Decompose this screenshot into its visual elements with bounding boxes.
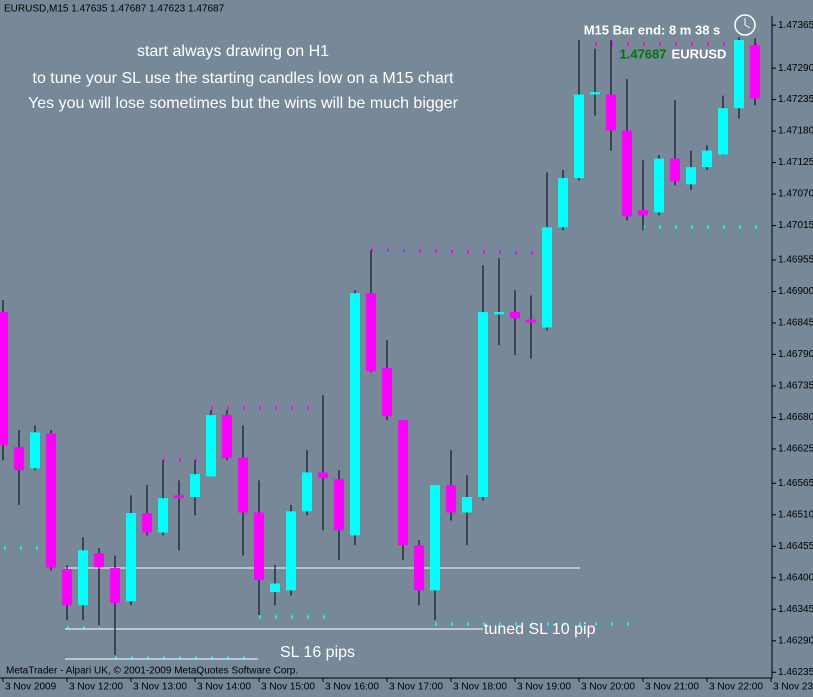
y-tick-label: 1.46735 xyxy=(778,381,813,392)
x-tick-label: 3 Nov 23:00 xyxy=(773,682,813,693)
candle-body xyxy=(206,415,216,477)
last-price: 1.47687 xyxy=(620,46,667,61)
label: SL 16 pips xyxy=(280,644,355,661)
candle-body xyxy=(62,569,72,606)
candle-body xyxy=(382,368,392,417)
candle-body xyxy=(734,40,744,109)
annotation: to tune your SL use the starting candles… xyxy=(33,70,455,87)
candle-body xyxy=(638,210,648,216)
x-tick-label: 3 Nov 15:00 xyxy=(261,682,315,693)
candle-body xyxy=(46,433,56,568)
x-tick-label: 3 Nov 19:00 xyxy=(517,682,571,693)
y-tick-label: 1.46565 xyxy=(778,478,813,489)
candle-body xyxy=(430,485,440,591)
y-tick-label: 1.47365 xyxy=(778,20,813,31)
candle-body xyxy=(478,312,488,498)
y-tick-label: 1.46900 xyxy=(778,286,813,297)
x-tick-label: 3 Nov 16:00 xyxy=(325,682,379,693)
candle-body xyxy=(110,568,120,603)
y-tick-label: 1.47180 xyxy=(778,126,813,137)
y-tick-label: 1.46510 xyxy=(778,509,813,520)
candle-body xyxy=(462,497,472,513)
x-tick-label: 3 Nov 12:00 xyxy=(69,682,123,693)
y-tick-label: 1.46955 xyxy=(778,255,813,266)
annotation: Yes you will lose sometimes but the wins… xyxy=(28,95,459,112)
y-tick-label: 1.46345 xyxy=(778,604,813,615)
candle-body xyxy=(686,167,696,185)
y-tick-label: 1.47290 xyxy=(778,63,813,74)
candle-body xyxy=(670,158,680,182)
label: tuned SL 10 pip xyxy=(484,621,596,638)
candle-body xyxy=(606,94,616,131)
candle-body xyxy=(446,485,456,513)
y-tick-label: 1.46845 xyxy=(778,318,813,329)
clock-icon xyxy=(734,14,756,36)
y-tick-label: 1.47235 xyxy=(778,94,813,105)
x-tick-label: 3 Nov 22:00 xyxy=(709,682,763,693)
level-dots xyxy=(4,42,760,660)
x-tick-label: 3 Nov 18:00 xyxy=(453,682,507,693)
y-tick-label: 1.46400 xyxy=(778,572,813,583)
candle-body xyxy=(222,415,232,459)
candle-body xyxy=(270,583,280,593)
candle-body xyxy=(398,420,408,546)
candle-body xyxy=(510,312,520,319)
candle-body xyxy=(174,495,184,499)
candle-body xyxy=(142,513,152,533)
candle-body xyxy=(334,479,344,531)
candle-body xyxy=(254,512,264,581)
clock-hand xyxy=(744,24,751,29)
x-tick-label: 3 Nov 2009 xyxy=(5,682,57,693)
y-tick-label: 1.47070 xyxy=(778,189,813,200)
candle-body xyxy=(0,312,8,446)
y-tick-label: 1.47015 xyxy=(778,220,813,231)
x-tick-label: 3 Nov 13:00 xyxy=(133,682,187,693)
candle-body xyxy=(126,513,136,602)
candle-body xyxy=(558,178,568,228)
candle-body xyxy=(654,158,664,213)
y-tick-label: 1.46790 xyxy=(778,349,813,360)
candle-body xyxy=(574,94,584,179)
symbol: EURUSD xyxy=(672,46,727,61)
candle-body xyxy=(158,498,168,533)
candle-body xyxy=(78,550,88,606)
candle-body xyxy=(238,457,248,513)
y-tick-label: 1.46455 xyxy=(778,541,813,552)
y-tick-label: 1.46625 xyxy=(778,444,813,455)
candle-body xyxy=(190,474,200,498)
candle-body xyxy=(702,150,712,168)
candle-body xyxy=(318,472,328,479)
candle-body xyxy=(542,227,552,328)
annotation: start always drawing on H1 xyxy=(137,43,329,60)
plot xyxy=(0,37,760,656)
y-tick-label: 1.46290 xyxy=(778,635,813,646)
x-tick-label: 3 Nov 20:00 xyxy=(581,682,635,693)
footer: MetaTrader - Alpari UK, © 2001-2009 Meta… xyxy=(6,666,298,677)
candle-body xyxy=(622,130,632,217)
candle-body xyxy=(30,432,40,469)
candle-body xyxy=(350,293,360,536)
y-tick-label: 1.47125 xyxy=(778,157,813,168)
x-tick-label: 3 Nov 14:00 xyxy=(197,682,251,693)
candle-body xyxy=(526,319,536,323)
candle-body xyxy=(286,511,296,591)
candle-body xyxy=(494,312,504,315)
x-tick-label: 3 Nov 17:00 xyxy=(389,682,443,693)
header: EURUSD,M15 1.47635 1.47687 1.47623 1.476… xyxy=(4,4,225,15)
candle-body xyxy=(590,92,600,95)
candle-body xyxy=(14,447,24,471)
candle-body xyxy=(366,293,376,372)
candle-body xyxy=(750,45,760,99)
candle-body xyxy=(302,472,312,512)
x-tick-label: 3 Nov 21:00 xyxy=(645,682,699,693)
candle-body xyxy=(94,553,104,568)
timer: M15 Bar end: 8 m 38 s xyxy=(584,22,721,37)
clock-face xyxy=(734,14,756,36)
candle-body xyxy=(414,545,424,591)
y-tick-label: 1.46680 xyxy=(778,412,813,423)
candle-body xyxy=(718,108,728,155)
y-tick-label: 1.46235 xyxy=(778,667,813,678)
